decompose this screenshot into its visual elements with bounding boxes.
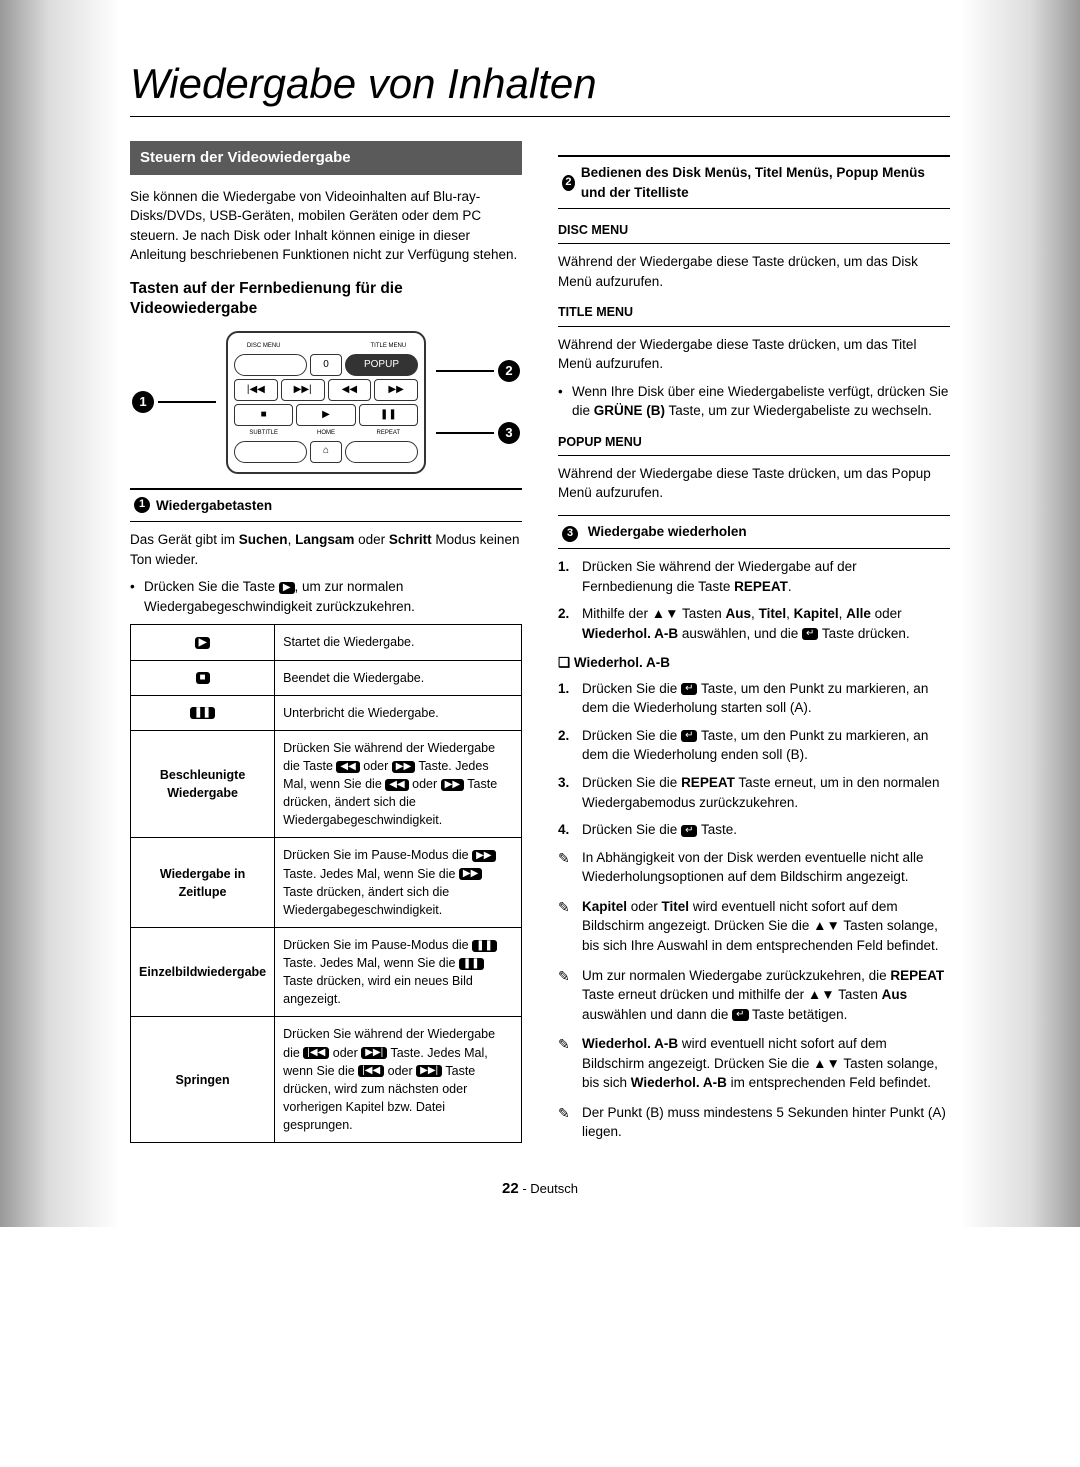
bar-playback-buttons: 1 Wiedergabetasten	[130, 488, 522, 523]
para-no-sound: Das Gerät gibt im Suchen, Langsam oder S…	[130, 530, 522, 569]
list-item: 1.Drücken Sie während der Wiedergabe auf…	[558, 557, 950, 596]
bullet-item: Drücken Sie die Taste ▶, um zur normalen…	[130, 577, 522, 616]
head-disc-menu: DISC MENU	[558, 221, 950, 244]
table-row: ■Beendet die Wiedergabe.	[131, 660, 522, 695]
title-menu-bullet: Wenn Ihre Disk über eine Wiedergabeliste…	[558, 382, 950, 421]
right-column: 2 Bedienen des Disk Menüs, Titel Menüs, …	[558, 141, 950, 1152]
table-row: Beschleunigte WiedergabeDrücken Sie währ…	[131, 730, 522, 838]
playback-table: ▶Startet die Wiedergabe.■Beendet die Wie…	[130, 624, 522, 1143]
label-title-menu: TITLE MENU	[359, 342, 418, 351]
list-item: 2.Drücken Sie die ↵ Taste, um den Punkt …	[558, 726, 950, 765]
disc-menu-button	[234, 354, 307, 376]
label-disc-menu: DISC MENU	[234, 342, 293, 351]
ff-button: ▶▶	[374, 379, 418, 401]
list-item: 1.Drücken Sie die ↵ Taste, um den Punkt …	[558, 679, 950, 718]
note-item: ✎In Abhängigkeit von der Disk werden eve…	[558, 848, 950, 887]
label-repeat: REPEAT	[359, 429, 418, 438]
note-item: ✎Wiederhol. A-B wird eventuell nicht sof…	[558, 1034, 950, 1093]
pause-button: ❚❚	[359, 404, 418, 426]
table-row: ❚❚Unterbricht die Wiedergabe.	[131, 695, 522, 730]
rew-button: ◀◀	[328, 379, 372, 401]
popup-button: POPUP	[345, 354, 418, 376]
note-item: ✎Um zur normalen Wiedergabe zurückzukehr…	[558, 966, 950, 1025]
left-column: Steuern der Videowiedergabe Sie können d…	[130, 141, 522, 1152]
remote-diagram: 1 DISC MENU TITLE MENU 0 POPUP	[130, 331, 522, 473]
callout-3: 3	[498, 422, 520, 444]
bar-menus: 2 Bedienen des Disk Menüs, Titel Menüs, …	[558, 155, 950, 209]
bar3-num: 3	[562, 526, 578, 542]
page-background: Wiedergabe von Inhalten Steuern der Vide…	[0, 0, 1080, 1227]
title-menu-bullets: Wenn Ihre Disk über eine Wiedergabeliste…	[558, 382, 950, 421]
callout-1: 1	[132, 391, 154, 413]
note-item: ✎Der Punkt (B) muss mindestens 5 Sekunde…	[558, 1103, 950, 1142]
page-number: 22	[502, 1180, 519, 1197]
section-header: Steuern der Videowiedergabe	[130, 141, 522, 175]
notes-list: ✎In Abhängigkeit von der Disk werden eve…	[558, 848, 950, 1142]
page-footer: 22 - Deutsch	[130, 1180, 950, 1197]
callout-2: 2	[498, 360, 520, 382]
text-title-menu: Während der Wiedergabe diese Taste drück…	[558, 335, 950, 374]
list-item: 3.Drücken Sie die REPEAT Taste erneut, u…	[558, 773, 950, 812]
bar-repeat: 3 Wiedergabe wiederholen	[558, 515, 950, 549]
head-ab: Wiederhol. A-B	[558, 653, 950, 673]
table-row: EinzelbildwiedergabeDrücken Sie im Pause…	[131, 927, 522, 1017]
page: Wiedergabe von Inhalten Steuern der Vide…	[130, 60, 950, 1197]
zero-button: 0	[310, 354, 342, 376]
table-row: Wiedergabe in ZeitlupeDrücken Sie im Pau…	[131, 838, 522, 928]
list-item: 4.Drücken Sie die ↵ Taste.	[558, 820, 950, 840]
text-disc-menu: Während der Wiedergabe diese Taste drück…	[558, 252, 950, 291]
head-title-menu: TITLE MENU	[558, 303, 950, 326]
label-home: HOME	[296, 429, 355, 438]
remote-body: DISC MENU TITLE MENU 0 POPUP |◀◀ ▶▶| ◀◀ …	[226, 331, 426, 473]
prev-button: |◀◀	[234, 379, 278, 401]
bar2-label: Bedienen des Disk Menüs, Titel Menüs, Po…	[581, 163, 946, 202]
subtitle-button	[234, 441, 307, 463]
text-popup-menu: Während der Wiedergabe diese Taste drück…	[558, 464, 950, 503]
bar1-num: 1	[134, 497, 150, 513]
label-subtitle: SUBTITLE	[234, 429, 293, 438]
intro-text: Sie können die Wiedergabe von Videoinhal…	[130, 187, 522, 265]
home-button: ⌂	[310, 441, 342, 463]
list-item: 2.Mithilfe der ▲▼ Tasten Aus, Titel, Kap…	[558, 604, 950, 643]
repeat-button	[345, 441, 418, 463]
subhead-remote: Tasten auf der Fernbedienung für die Vid…	[130, 279, 522, 319]
table-row: SpringenDrücken Sie während der Wiederga…	[131, 1017, 522, 1143]
bar3-label: Wiedergabe wiederholen	[588, 524, 747, 539]
bullet-play-normal: Drücken Sie die Taste ▶, um zur normalen…	[130, 577, 522, 616]
bar2-num: 2	[562, 175, 575, 191]
stop-button: ■	[234, 404, 293, 426]
bar1-label: Wiedergabetasten	[156, 496, 272, 516]
repeat-steps: 1.Drücken Sie während der Wiedergabe auf…	[558, 557, 950, 643]
page-title: Wiedergabe von Inhalten	[130, 60, 950, 117]
columns: Steuern der Videowiedergabe Sie können d…	[130, 141, 950, 1152]
next-button: ▶▶|	[281, 379, 325, 401]
head-popup-menu: POPUP MENU	[558, 433, 950, 456]
ab-steps: 1.Drücken Sie die ↵ Taste, um den Punkt …	[558, 679, 950, 840]
page-lang: - Deutsch	[519, 1181, 578, 1196]
note-item: ✎Kapitel oder Titel wird eventuell nicht…	[558, 897, 950, 956]
play-button: ▶	[296, 404, 355, 426]
table-row: ▶Startet die Wiedergabe.	[131, 625, 522, 660]
